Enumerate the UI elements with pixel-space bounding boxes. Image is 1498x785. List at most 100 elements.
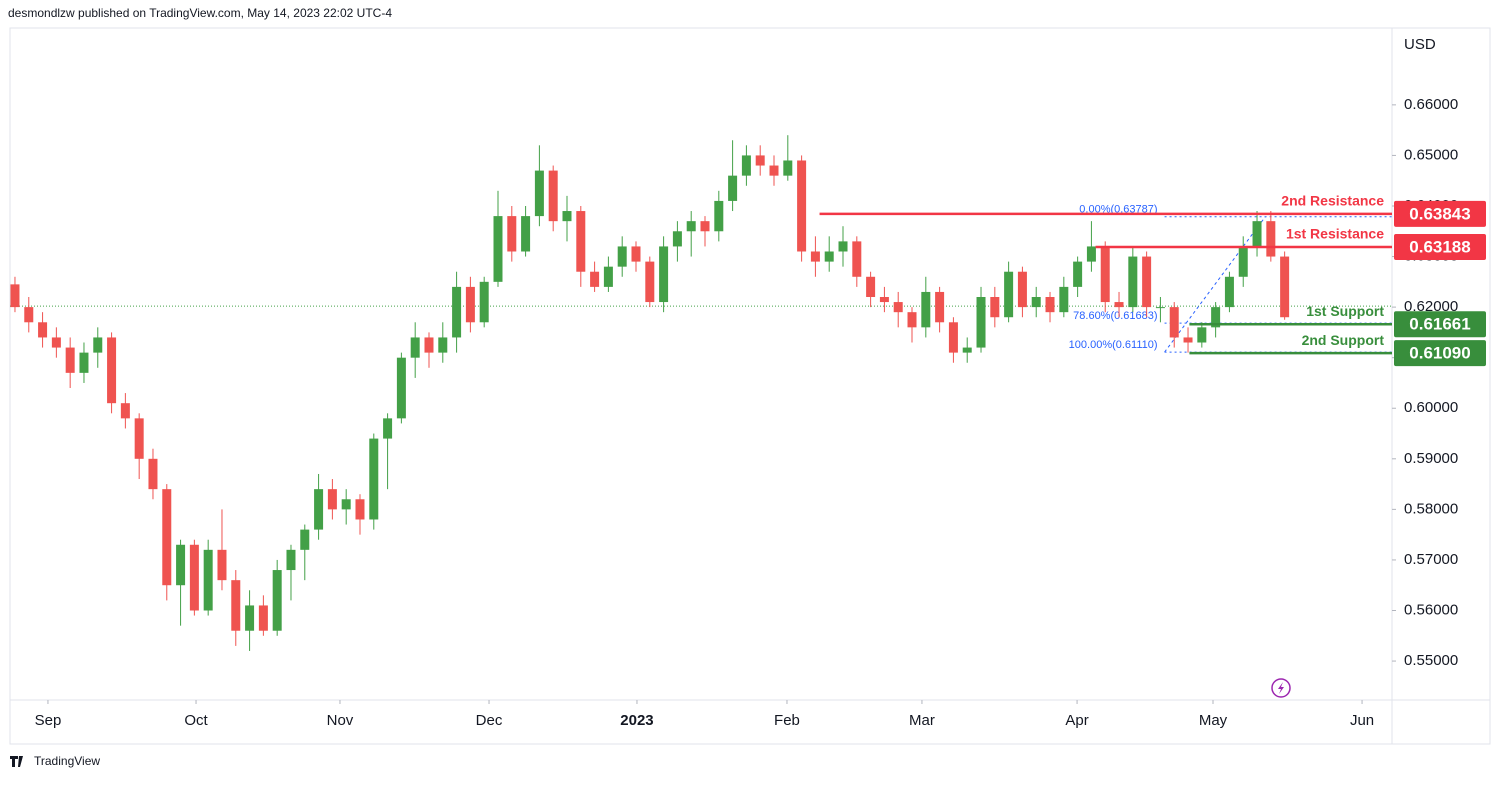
y-tick-label: 0.58000 — [1404, 500, 1458, 517]
candle-body — [438, 337, 448, 353]
candle-body — [1224, 276, 1234, 308]
candle-body — [659, 246, 669, 303]
candle-body — [162, 489, 172, 586]
candle-body — [755, 155, 765, 166]
candle-body — [93, 337, 103, 353]
level-badge — [1394, 311, 1486, 338]
x-tick-label: Sep — [35, 712, 62, 729]
y-tick-label: 0.55000 — [1404, 652, 1458, 669]
candle-body — [783, 160, 793, 176]
candle-body — [479, 281, 489, 323]
level-badge — [1394, 340, 1486, 367]
candle-body — [258, 605, 268, 631]
candle-body — [907, 312, 917, 328]
candle-body — [879, 297, 889, 303]
fib-label: 100.00%(0.61110) — [1069, 339, 1158, 351]
y-tick-label: 0.56000 — [1404, 601, 1458, 618]
candle-body — [948, 322, 958, 353]
y-tick-label: 0.62000 — [1404, 298, 1458, 315]
candle-body — [65, 347, 75, 373]
candle-body — [245, 605, 255, 631]
candle-body — [534, 170, 544, 217]
candle-body — [1266, 221, 1276, 257]
candle-body — [838, 241, 848, 252]
candle-body — [1114, 302, 1124, 308]
level-name: 1st Support — [1306, 303, 1384, 319]
candle-body — [921, 291, 931, 328]
candle-body — [176, 544, 186, 586]
candle-body — [824, 251, 834, 262]
y-tick-label: 0.66000 — [1404, 96, 1458, 113]
candle-body — [672, 231, 682, 247]
candle-body — [493, 216, 503, 282]
x-tick-label: Nov — [327, 712, 354, 729]
candle-body — [341, 499, 351, 510]
candle-body — [962, 347, 972, 353]
candle-body — [797, 160, 807, 252]
y-tick-label: 0.57000 — [1404, 551, 1458, 568]
candle-body — [893, 302, 903, 313]
candle-body — [1211, 307, 1221, 328]
candle-body — [231, 580, 241, 631]
candle-body — [976, 297, 986, 348]
candle-body — [10, 284, 20, 308]
candle-body — [645, 261, 655, 303]
candle-body — [1031, 297, 1041, 308]
chart-frame — [9, 27, 1491, 745]
candle-body — [189, 544, 199, 611]
candle-body — [286, 549, 296, 571]
candle-body — [686, 221, 696, 232]
candle-body — [1238, 246, 1248, 277]
candle-body — [810, 251, 820, 262]
y-tick-label: 0.65000 — [1404, 146, 1458, 163]
candle-body — [1197, 327, 1207, 343]
publish-info: desmondlzw published on TradingView.com,… — [8, 6, 392, 20]
candle-body — [203, 549, 213, 611]
candle-body — [866, 276, 876, 298]
candle-body — [521, 216, 531, 252]
candle-body — [1073, 261, 1083, 287]
level-badge-label: 0.61090 — [1409, 344, 1470, 363]
candle-body — [548, 170, 558, 222]
candle-body — [590, 271, 600, 287]
level-badge — [1394, 200, 1486, 227]
candle-body — [990, 297, 1000, 318]
candle-body — [1128, 256, 1138, 308]
candle-body — [576, 211, 586, 272]
candle-body — [120, 403, 130, 419]
x-tick-label: Oct — [184, 712, 208, 729]
candle-body — [714, 200, 724, 232]
candle-body — [617, 246, 627, 267]
candle-body — [369, 438, 379, 520]
candle-body — [728, 175, 738, 201]
x-tick-label: Feb — [774, 712, 800, 729]
candle-body — [107, 337, 117, 404]
candle-body — [148, 458, 158, 490]
x-tick-label: 2023 — [620, 712, 653, 729]
candle-body — [327, 489, 337, 510]
candle-body — [1045, 297, 1055, 313]
candle-body — [769, 165, 779, 176]
candle-body — [562, 211, 572, 222]
candle-body — [1252, 221, 1262, 247]
candle-body — [741, 155, 751, 176]
level-badge — [1394, 234, 1486, 261]
candle-body — [24, 307, 34, 323]
candle-body — [465, 286, 475, 323]
x-tick-label: Apr — [1065, 712, 1088, 729]
x-tick-label: Dec — [476, 712, 503, 729]
fib-label: 78.60%(0.61683) — [1073, 310, 1157, 322]
candle-body — [1004, 271, 1014, 318]
candle-body — [1100, 246, 1110, 303]
fib-label: 0.00%(0.63787) — [1079, 204, 1157, 216]
candle-body — [51, 337, 61, 348]
candle-body — [410, 337, 420, 358]
candle-body — [852, 241, 862, 277]
candle-body — [272, 570, 282, 631]
candle-body — [1169, 307, 1179, 338]
candle-body — [935, 291, 945, 323]
candle-body — [355, 499, 365, 520]
alert-icon — [1271, 678, 1291, 698]
